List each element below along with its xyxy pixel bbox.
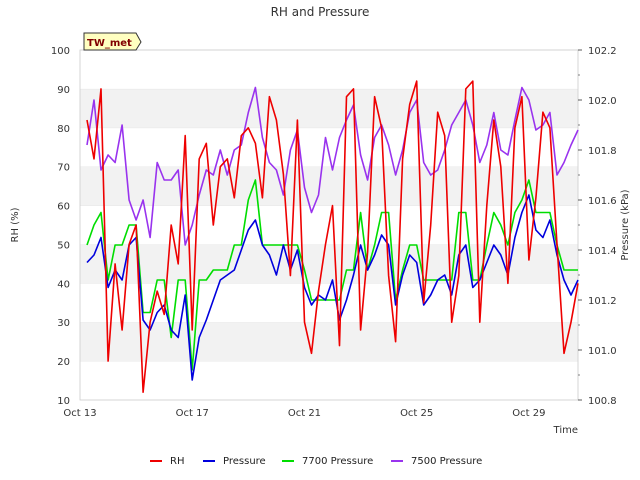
chart-title: RH and Pressure [271,5,370,19]
y-tick-label: 90 [57,85,70,96]
y-tick-label: 100 [51,46,70,57]
y2-tick-label: 102.2 [588,46,617,57]
y2-tick-label: 101.2 [588,296,617,307]
legend-label: 7500 Pressure [411,456,482,467]
series-line-7500-pressure [86,86,579,246]
y-tick-label: 10 [57,396,70,407]
y2-tick-label: 101.8 [588,146,617,157]
grid-band [80,322,578,362]
x-tick-label: Oct 29 [512,408,545,419]
station-badge: TW_met [83,32,142,51]
series-line-7700-pressure [86,179,578,371]
grid-band [80,50,578,89]
x-axis-title: Time [553,425,578,436]
grid-band [80,244,578,284]
legend-label: 7700 Pressure [302,456,373,467]
y-tick-label: 80 [57,124,70,135]
series-lines [86,80,579,394]
y2-tick-label: 101.4 [588,246,617,257]
y-tick-label: 50 [57,240,70,251]
y-axis-title: RH (%) [10,207,21,242]
left-y-axis: 10 20 30 40 50 60 70 80 90 100 [51,46,70,407]
series-line-rh [86,80,579,394]
grid-band [80,127,578,167]
series-line-pressure [86,194,579,381]
y-tick-label: 30 [57,318,70,329]
legend: RH Pressure 7700 Pressure 7500 Pressure [150,456,482,467]
y-tick-label: 40 [57,279,70,290]
y2-axis-title: Pressure (kPa) [620,189,631,260]
x-tick-label: Oct 25 [400,408,433,419]
y2-tick-label: 101.0 [588,346,617,357]
x-axis: Oct 13 Oct 17 Oct 21 Oct 25 Oct 29 [63,408,545,419]
badge-label: TW_met [87,38,132,49]
badge-shape [83,32,142,51]
legend-label: RH [170,456,184,467]
y-tick-label: 60 [57,202,70,213]
grid-band [80,88,578,128]
x-tick-label: Oct 13 [63,408,96,419]
grid-band [80,166,578,206]
y-tick-label: 70 [57,163,70,174]
y2-tick-label: 102.0 [588,96,617,107]
x-tick-label: Oct 21 [288,408,321,419]
y2-tick-label: 100.8 [588,396,617,407]
grid-band [80,361,578,400]
y2-tick-label: 101.6 [588,196,617,207]
right-y-axis: 100.8 101.0 101.2 101.4 101.6 101.8 102.0 102.2 [578,46,617,407]
x-tick-label: Oct 17 [176,408,209,419]
legend-label: Pressure [223,456,266,467]
y-tick-label: 20 [57,357,70,368]
